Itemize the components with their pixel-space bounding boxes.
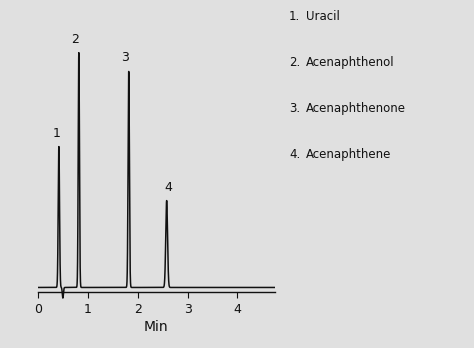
Text: 2.: 2. bbox=[289, 56, 301, 69]
Text: Acenaphthene: Acenaphthene bbox=[306, 148, 391, 161]
Text: Uracil: Uracil bbox=[306, 10, 339, 23]
Text: 3.: 3. bbox=[289, 102, 300, 115]
Text: 2: 2 bbox=[72, 33, 79, 46]
Text: Acenaphthenol: Acenaphthenol bbox=[306, 56, 394, 69]
Text: 3: 3 bbox=[121, 52, 129, 64]
Text: 4.: 4. bbox=[289, 148, 301, 161]
X-axis label: Min: Min bbox=[144, 320, 169, 334]
Text: 4: 4 bbox=[164, 181, 173, 193]
Text: Acenaphthenone: Acenaphthenone bbox=[306, 102, 406, 115]
Text: 1.: 1. bbox=[289, 10, 301, 23]
Text: 1: 1 bbox=[53, 127, 60, 140]
